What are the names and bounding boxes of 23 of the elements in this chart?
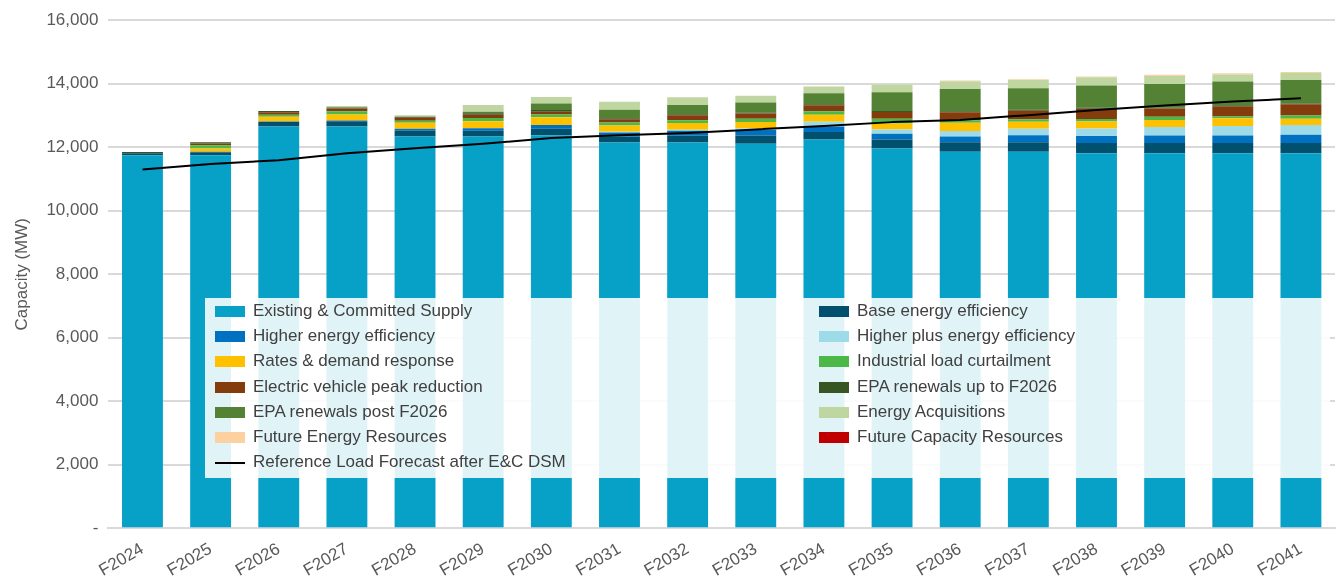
legend-label: Base energy efficiency	[856, 301, 1028, 321]
legend-label: Rates & demand response	[252, 351, 455, 372]
legend-label: Reference Load Forecast after E&C DSM	[252, 452, 566, 473]
legend-label: EPA renewals post F2026	[252, 401, 448, 422]
legend-label: Existing & Committed Supply	[252, 301, 473, 321]
y-tick-label: 14,000	[46, 73, 99, 93]
legend-label: Electric vehicle peak reduction	[252, 376, 483, 397]
y-tick-label: 2,000	[55, 454, 99, 474]
y-tick-label: 4,000	[55, 390, 99, 410]
y-tick-label: 6,000	[55, 327, 99, 347]
legend-label: Energy Acquisitions	[856, 401, 1006, 422]
legend-label: Industrial load curtailment	[856, 351, 1051, 372]
legend-label: Future Energy Resources	[252, 427, 447, 447]
y-axis-title: Capacity (MW)	[11, 218, 31, 331]
y-tick-label: -	[92, 517, 99, 537]
y-tick-label: 10,000	[46, 200, 99, 220]
legend-label: Higher plus energy efficiency	[856, 326, 1075, 347]
y-tick-label: 12,000	[46, 136, 99, 156]
legend-label: Future Capacity Resources	[856, 427, 1063, 447]
y-tick-label: 8,000	[55, 263, 99, 283]
legend-label: Higher energy efficiency	[252, 326, 436, 347]
legend-label: EPA renewals up to F2026	[856, 376, 1058, 397]
y-tick-label: 16,000	[46, 9, 99, 29]
